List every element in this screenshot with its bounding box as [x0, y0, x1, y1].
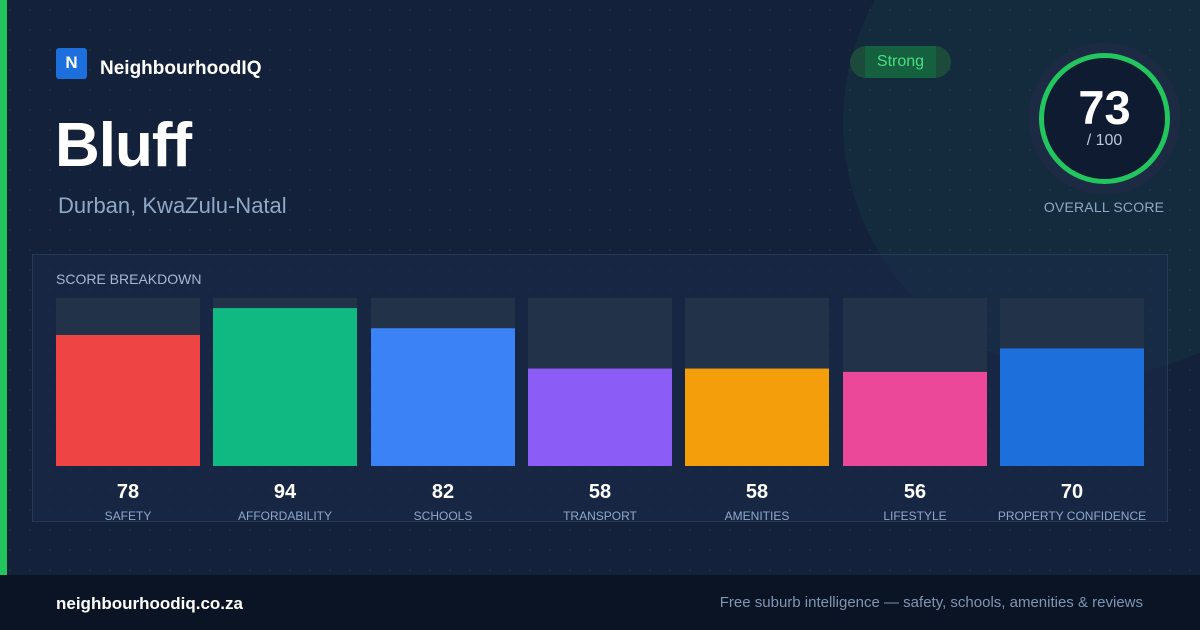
bar-schools [371, 328, 515, 466]
footer [0, 575, 1200, 630]
bar-property-confidence [1000, 348, 1144, 466]
score-breakdown-title: SCORE BREAKDOWN [56, 271, 202, 287]
bar-label-amenities: AMENITIES [725, 509, 790, 523]
rating-badge-label: Strong [876, 53, 925, 70]
bar-lifestyle [843, 371, 987, 466]
brand-name: NeighbourhoodIQ [100, 58, 262, 79]
bar-value-property-confidence: 70 [1061, 481, 1083, 503]
bar-value-lifestyle: 56 [904, 481, 926, 503]
bar-safety [56, 334, 200, 466]
bar-label-affordability: AFFORDABILITY [238, 509, 332, 523]
bar-label-lifestyle: LIFESTYLE [883, 509, 946, 523]
rating-badge-fill [865, 46, 936, 78]
bar-value-safety: 78 [117, 481, 139, 503]
bar-label-schools: SCHOOLS [414, 509, 473, 523]
overall-score-caption: OVERALL SCORE [1043, 199, 1165, 215]
score-ring-progress [1039, 53, 1170, 184]
bar-label-property-confidence: PROPERTY CONFIDENCE [998, 509, 1146, 523]
overall-score-max: / 100 [1086, 132, 1123, 149]
bar-affordability [213, 308, 357, 466]
overall-score-value: 73 [1078, 81, 1131, 134]
bar-value-affordability: 94 [274, 481, 297, 503]
brand-logo-icon: N [56, 47, 87, 79]
footer-url: neighbourhoodiq.co.za [56, 594, 243, 613]
bar-value-amenities: 58 [746, 481, 768, 503]
brand: N NeighbourhoodIQ [56, 46, 261, 80]
rating-badge: Strong [850, 46, 951, 78]
bar-value-schools: 82 [432, 481, 454, 503]
bar-label-transport: TRANSPORT [563, 509, 637, 523]
suburb-location: Durban, KwaZulu-Natal [58, 193, 287, 218]
bar-amenities [685, 368, 829, 466]
bar-transport [528, 368, 672, 466]
bar-value-transport: 58 [589, 481, 611, 503]
accent-bar [0, 0, 7, 575]
overall-score-ring [1028, 42, 1181, 195]
bar-label-safety: SAFETY [105, 509, 152, 523]
footer-tagline: Free suburb intelligence — safety, schoo… [719, 594, 1143, 611]
suburb-name: Bluff [55, 111, 192, 180]
